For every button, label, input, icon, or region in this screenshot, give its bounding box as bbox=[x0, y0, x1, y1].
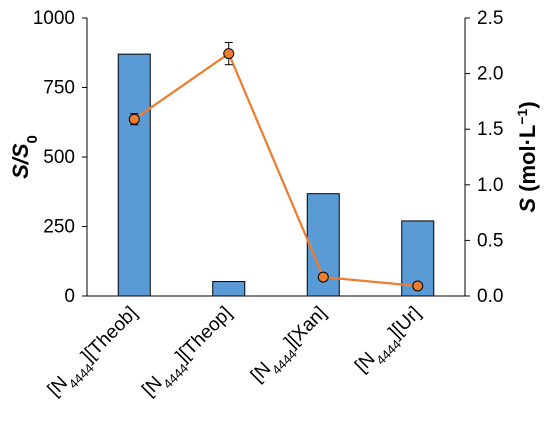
category-label-2: [N4444][Xan] bbox=[247, 303, 335, 391]
bar-1 bbox=[212, 281, 246, 297]
line-point-3 bbox=[412, 280, 424, 292]
line-point-0 bbox=[128, 113, 140, 125]
category-label-0: [N4444][Theob] bbox=[44, 303, 146, 405]
right-axis-ticks: 0.0 0.5 1.0 1.5 2.0 2.5 bbox=[465, 8, 503, 307]
right-tick-label-3: 1.5 bbox=[477, 119, 503, 140]
left-tick-label-2: 500 bbox=[43, 147, 75, 168]
solubility-line-series bbox=[128, 41, 424, 292]
left-axis-title: S/S0 bbox=[8, 135, 41, 179]
right-tick-label-2: 1.0 bbox=[477, 175, 503, 196]
line-point-1 bbox=[223, 48, 235, 60]
right-tick-label-4: 2.0 bbox=[477, 64, 503, 85]
left-tick-label-3: 750 bbox=[43, 78, 75, 99]
right-axis-title: S (mol·L−1) bbox=[514, 101, 540, 212]
left-tick-label-0: 0 bbox=[64, 286, 75, 307]
line-point-2 bbox=[317, 271, 329, 283]
category-label-3: [N4444][Ur] bbox=[351, 303, 429, 381]
left-tick-label-1: 250 bbox=[43, 217, 75, 238]
category-label-1: [N4444][Theop] bbox=[138, 303, 240, 405]
left-tick-label-4: 1000 bbox=[33, 8, 75, 29]
solubility-line bbox=[133, 51, 418, 288]
axis-titles: S/S0 S (mol·L−1) bbox=[8, 101, 540, 212]
bar-series bbox=[117, 53, 435, 297]
right-tick-label-5: 2.5 bbox=[477, 8, 503, 29]
bar-0 bbox=[117, 53, 151, 297]
category-labels: [N4444][Theob][N4444][Theop][N4444][Xan]… bbox=[44, 303, 429, 405]
right-tick-label-1: 0.5 bbox=[477, 230, 503, 251]
left-axis-ticks: 0 250 500 750 1000 bbox=[33, 8, 87, 307]
right-tick-label-0: 0.0 bbox=[477, 286, 503, 307]
